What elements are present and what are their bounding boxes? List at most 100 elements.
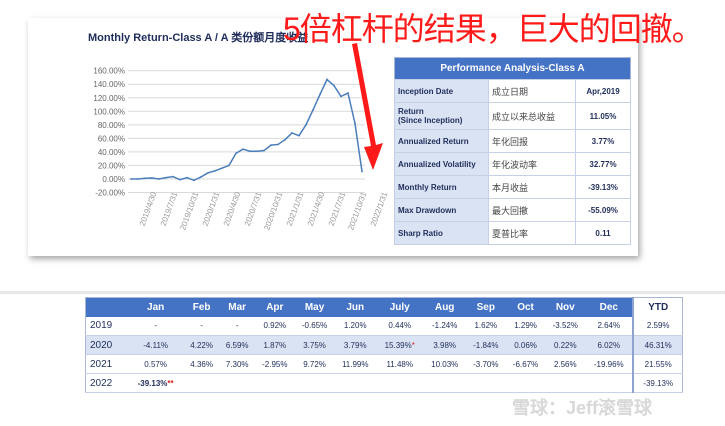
y-tick-label: 140.00% <box>93 80 125 89</box>
column-header: Apr <box>254 297 295 317</box>
month-return-cell <box>545 373 586 393</box>
cell-value: 1.87% <box>263 340 287 350</box>
data-point <box>319 93 321 96</box>
data-point <box>242 148 244 151</box>
metric-label: Max Drawdown <box>394 198 489 222</box>
cell-value: -39.13% <box>137 378 168 388</box>
month-return-cell: 7.30% <box>219 354 255 374</box>
year-cell: 2019 <box>85 316 128 336</box>
y-tick-label: 40.00% <box>98 148 125 157</box>
month-return-cell: -4.11% <box>127 335 184 355</box>
metric-label: Annualized Return <box>394 129 489 153</box>
x-tick-label: 2022/1/31 <box>369 190 390 227</box>
data-point <box>221 167 223 170</box>
performance-row: Sharp Ratio 夏普比率 0.11 <box>394 221 631 245</box>
x-tick-label: 2021/4/30 <box>306 190 327 227</box>
performance-row: Annualized Volatility 年化波动率 32.77% <box>394 152 631 176</box>
year-cell: 2021 <box>85 354 128 374</box>
month-return-cell: 6.59% <box>219 335 255 355</box>
performance-row: Inception Date 成立日期 Apr,2019 <box>394 79 631 103</box>
cell-value: -3.70% <box>473 359 499 369</box>
month-return-cell: -39.13%** <box>127 373 184 393</box>
metric-label-text: Annualized Volatility <box>398 159 476 169</box>
month-return-cell <box>505 373 546 393</box>
cell-value: 1.62% <box>474 321 498 331</box>
month-return-cell: -3.70% <box>465 354 506 374</box>
metric-label-text: Max Drawdown <box>398 205 457 215</box>
month-return-cell: 2.56% <box>545 354 586 374</box>
month-return-cell <box>254 373 295 393</box>
month-return-cell: 4.22% <box>183 335 220 355</box>
x-tick-label: 2021/1/31 <box>285 190 306 227</box>
x-tick-label: 2019/4/30 <box>138 190 159 227</box>
ytd-cell: 21.55% <box>632 354 683 374</box>
data-point <box>172 175 174 178</box>
data-point <box>340 95 342 98</box>
y-tick-label: 100.00% <box>93 107 125 116</box>
metric-label: Annualized Volatility <box>394 152 489 176</box>
cell-value: - <box>154 321 157 331</box>
month-return-cell: 10.03% <box>423 354 466 374</box>
cell-value: -4.11% <box>143 340 169 350</box>
data-point <box>158 178 160 180</box>
data-point <box>284 138 286 141</box>
metric-sublabel: (Since Inception) <box>398 116 463 125</box>
table-row: 2022 -39.13%** -39.13% <box>85 373 683 393</box>
cell-value: 0.57% <box>144 359 167 369</box>
metric-chinese-label: 年化波动率 <box>488 152 576 176</box>
month-return-cell: 15.39%* <box>376 335 424 355</box>
month-return-cell: 6.02% <box>585 335 634 355</box>
data-point <box>291 132 293 134</box>
metric-label: Sharp Ratio <box>394 221 489 245</box>
cell-value: 1.29% <box>514 321 537 331</box>
data-point <box>186 176 188 179</box>
data-point <box>298 134 300 137</box>
month-return-cell: 1.87% <box>254 335 295 355</box>
year-cell: 2020 <box>85 335 128 355</box>
data-point <box>312 109 314 111</box>
month-return-cell: - <box>127 316 184 336</box>
red-arrow-icon <box>352 43 383 170</box>
data-point <box>249 150 251 153</box>
cell-value: 3.98% <box>433 340 457 350</box>
metric-label-text: Annualized Return <box>398 136 469 146</box>
data-point <box>270 144 272 147</box>
cell-value: 1.20% <box>343 321 367 331</box>
month-return-cell: 0.06% <box>505 335 546 355</box>
data-point <box>228 164 230 167</box>
cell-value: 0.92% <box>263 321 287 331</box>
ytd-cell: -39.13% <box>632 373 683 393</box>
performance-row: Annualized Return 年化回报 3.77% <box>394 129 631 153</box>
data-point <box>361 170 363 173</box>
cell-value: 0.06% <box>514 340 537 350</box>
data-point <box>165 176 167 179</box>
ytd-cell: 46.31% <box>632 335 683 355</box>
cell-value: 6.02% <box>597 340 621 350</box>
x-tick-label: 2021/7/31 <box>327 190 348 227</box>
month-return-cell <box>334 373 377 393</box>
cell-value: -1.84% <box>473 340 499 350</box>
month-return-cell <box>294 373 335 393</box>
metric-value: -55.09% <box>575 198 631 222</box>
column-header: Nov <box>545 297 586 317</box>
cell-value: 0.22% <box>553 340 577 350</box>
month-return-cell: 0.22% <box>545 335 586 355</box>
cell-value: 0.44% <box>388 321 412 331</box>
month-return-cell: 0.92% <box>254 316 295 336</box>
cell-value: 2.64% <box>597 321 621 331</box>
table-row: 2019 - - - 0.92% -0.65% 1.20% 0.44% -1.24% 1.62% 1… <box>85 316 683 336</box>
data-point <box>193 179 195 182</box>
month-return-cell <box>465 373 506 393</box>
cell-value: - <box>200 321 203 331</box>
month-return-cell: - <box>183 316 220 336</box>
metric-label-text: Sharp Ratio <box>398 228 443 238</box>
data-point <box>130 178 132 180</box>
cell-value: 10.03% <box>431 359 459 369</box>
metric-chinese-label: 成立日期 <box>488 79 576 103</box>
data-point <box>354 122 356 125</box>
column-header: Jun <box>334 297 377 317</box>
metric-value: Apr,2019 <box>575 79 631 103</box>
cell-value: 7.30% <box>225 359 249 369</box>
column-header: Sep <box>465 297 506 317</box>
